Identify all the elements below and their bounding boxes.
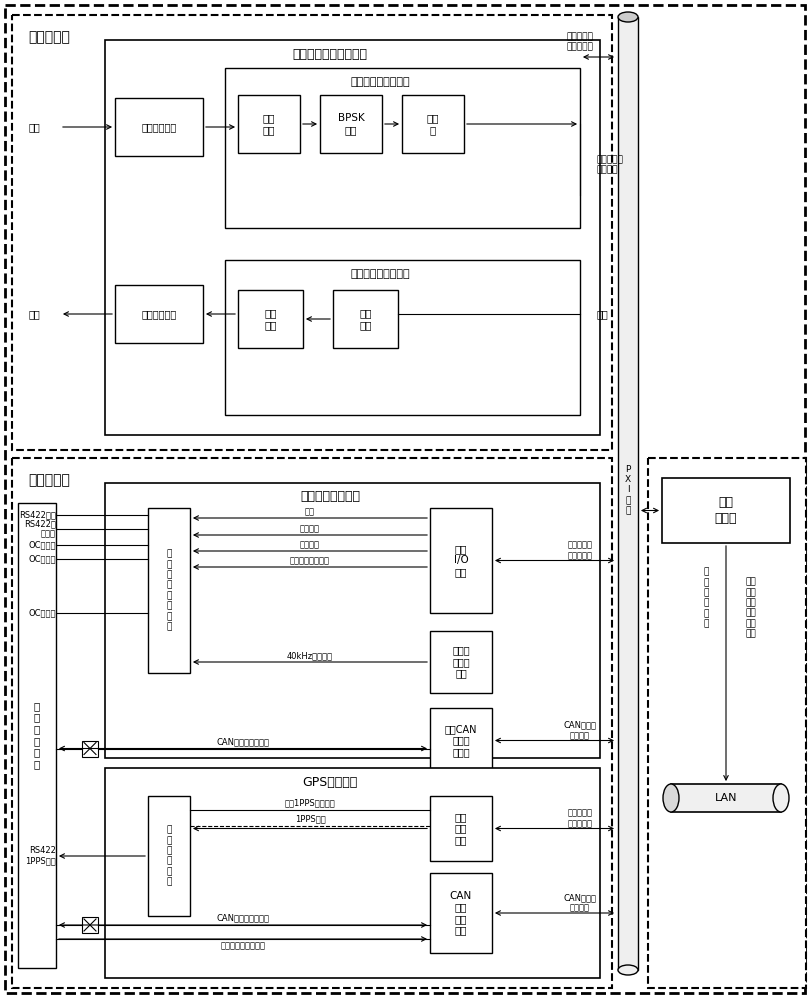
Text: CAN总线轮
询与应答: CAN总线轮 询与应答: [563, 721, 596, 740]
Bar: [12, 15, 611, 450]
Text: OC门信号: OC门信号: [28, 554, 56, 564]
Text: GPS仿真模块: GPS仿真模块: [302, 776, 357, 788]
Text: 1PPS信号: 1PPS信号: [294, 814, 325, 824]
Text: 直接指令及
间接指令: 直接指令及 间接指令: [596, 155, 623, 175]
Ellipse shape: [772, 784, 788, 812]
Text: 遥测: 遥测: [28, 309, 40, 319]
Text: 扩频
解调: 扩频 解调: [263, 113, 275, 135]
Text: RS422遥测: RS422遥测: [19, 510, 56, 520]
Text: 遥控信号解调子模块: 遥控信号解调子模块: [350, 77, 410, 87]
Text: 全数字模式: 全数字模式: [28, 473, 70, 487]
Text: 第
一
电
平
转
换
模
块: 第 一 电 平 转 换 模 块: [166, 550, 171, 631]
Bar: [617, 17, 637, 970]
Text: 中频
调制: 中频 调制: [264, 308, 277, 330]
Text: 接
口
转
换
装
置: 接 口 转 换 装 置: [34, 701, 40, 769]
Text: 控制指令及
状态量信息: 控制指令及 状态量信息: [567, 809, 592, 828]
Text: 帧同
步: 帧同 步: [427, 113, 439, 135]
Bar: [105, 40, 599, 435]
Bar: [320, 95, 381, 153]
Text: 遥测: 遥测: [596, 309, 608, 319]
Text: CAN总线轮询与应答: CAN总线轮询与应答: [217, 914, 269, 922]
Bar: [670, 784, 780, 812]
Text: 第一时
钟产生
模块: 第一时 钟产生 模块: [452, 645, 470, 679]
Bar: [105, 768, 599, 978]
Bar: [661, 478, 789, 543]
Text: 时钟
产生
模块: 时钟 产生 模块: [454, 812, 466, 845]
Text: BPSK
解调: BPSK 解调: [337, 113, 364, 135]
Bar: [115, 98, 203, 156]
Bar: [238, 290, 303, 348]
Bar: [115, 285, 203, 343]
Text: 第一CAN
总线通
讯模块: 第一CAN 总线通 讯模块: [444, 724, 477, 757]
Text: RS422
1PPS信号: RS422 1PPS信号: [25, 846, 56, 866]
Text: CAN总线轮
询与应答: CAN总线轮 询与应答: [563, 893, 596, 913]
Bar: [238, 95, 299, 153]
Text: 电
平
转
换
模
块: 电 平 转 换 模 块: [166, 826, 171, 886]
Bar: [430, 873, 491, 953]
Text: 直接指令: 直接指令: [299, 540, 320, 550]
Bar: [430, 631, 491, 693]
Text: 半物理模式: 半物理模式: [28, 30, 70, 44]
Bar: [430, 796, 491, 861]
Text: 测控接口仿真模块: 测控接口仿真模块: [299, 490, 359, 504]
Bar: [18, 503, 56, 968]
Text: 星箭分离脉冲信号: 星箭分离脉冲信号: [290, 556, 329, 566]
Text: 间接指令: 间接指令: [299, 524, 320, 534]
Bar: [225, 260, 579, 415]
Bar: [148, 508, 190, 673]
Text: 上变频子模块: 上变频子模块: [141, 309, 177, 319]
Bar: [333, 290, 397, 348]
Text: P
X
I
总
线: P X I 总 线: [624, 465, 630, 515]
Text: LAN: LAN: [714, 793, 736, 803]
Text: 遥控: 遥控: [28, 122, 40, 132]
Text: CAN总线轮询与应答: CAN总线轮询与应答: [217, 737, 269, 746]
Bar: [82, 917, 98, 933]
Bar: [430, 708, 491, 773]
Text: 控制指令及
状态量信息: 控制指令及 状态量信息: [567, 541, 592, 560]
Bar: [82, 740, 98, 756]
Text: 遥控
指令
发送
及遥
测帧
广播: 遥控 指令 发送 及遥 测帧 广播: [744, 578, 755, 639]
Bar: [401, 95, 463, 153]
Ellipse shape: [617, 12, 637, 22]
Bar: [225, 68, 579, 228]
Text: 轨
道
模
拟
数
据: 轨 道 模 拟 数 据: [702, 568, 708, 629]
Text: 控制指令及
状态量信息: 控制指令及 状态量信息: [566, 32, 593, 52]
Text: 扩频
调制: 扩频 调制: [358, 308, 371, 330]
Bar: [12, 458, 611, 988]
Bar: [430, 508, 491, 613]
Text: 外部1PPS信号输入: 外部1PPS信号输入: [285, 798, 335, 808]
Text: CAN
总线
通讯
模块: CAN 总线 通讯 模块: [449, 891, 471, 935]
Bar: [647, 458, 805, 988]
Text: 仿真
控制台: 仿真 控制台: [714, 496, 736, 524]
Text: RS422间
接指令: RS422间 接指令: [24, 519, 56, 539]
Text: 测控信号处理仿真模块: 测控信号处理仿真模块: [292, 48, 367, 62]
Text: 40kHz时钟信号: 40kHz时钟信号: [286, 652, 333, 660]
Ellipse shape: [617, 965, 637, 975]
Text: OC门信号: OC门信号: [28, 608, 56, 617]
Text: 数字
I/O
模块: 数字 I/O 模块: [453, 544, 468, 577]
Text: 广播时间和轨道数据: 广播时间和轨道数据: [221, 942, 265, 950]
Text: 下变频子模块: 下变频子模块: [141, 122, 177, 132]
Bar: [105, 483, 599, 758]
Bar: [148, 796, 190, 916]
Text: 遥测: 遥测: [305, 508, 315, 516]
Text: OC门信号: OC门信号: [28, 540, 56, 550]
Text: 遥测信号调制子模块: 遥测信号调制子模块: [350, 269, 410, 279]
Ellipse shape: [663, 784, 678, 812]
